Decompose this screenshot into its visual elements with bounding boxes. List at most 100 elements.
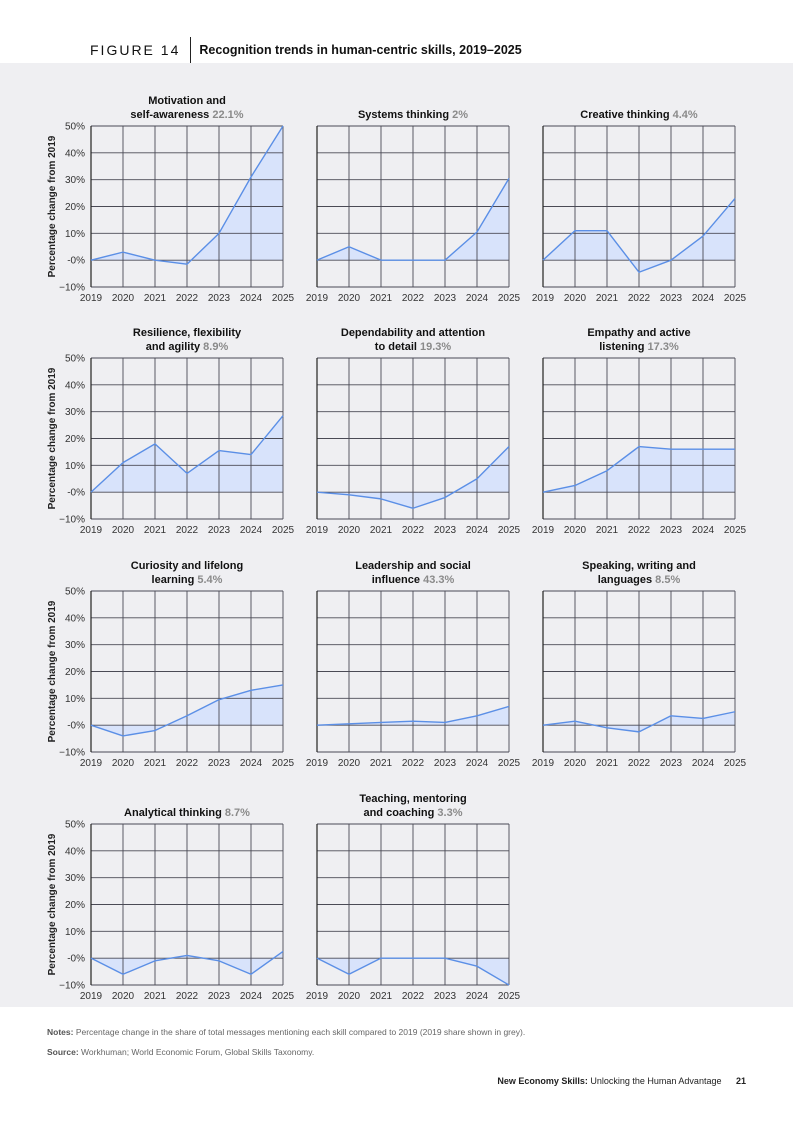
y-tick-label: −10% [59,981,85,992]
y-tick-label: 50% [65,587,85,598]
x-tick-label: 2025 [272,293,295,304]
y-tick-label: 10% [65,461,85,472]
source-text: Workhuman; World Economic Forum, Global … [81,1047,315,1057]
x-tick-label: 2021 [596,758,619,769]
chart-title-line: learning 5.4% [152,574,223,586]
x-tick-label: 2025 [724,293,747,304]
chart-10: 2019 2020 2021 2022 2023 2024 2025 50% 40% 30% 20%… [47,807,295,1002]
x-tick-label: 2021 [596,525,619,536]
x-tick-label: 2024 [240,991,263,1002]
source-line: Source: Workhuman; World Economic Forum,… [47,1042,525,1062]
x-tick-label: 2019 [532,293,555,304]
notes-text: Percentage change in the share of total … [75,1027,526,1037]
area-fill [543,198,735,273]
figure-title: Recognition trends in human-centric skil… [199,43,522,57]
page-footer: New Economy Skills: Unlocking the Human … [497,1076,746,1086]
x-tick-label: 2019 [306,991,329,1002]
y-axis-title: Percentage change from 2019 [47,367,58,509]
notes-label: Notes: [47,1027,74,1037]
skill-share: 19.3% [417,341,451,353]
figure-header: FIGURE 14 Recognition trends in human-ce… [90,36,522,64]
y-tick-label: 40% [65,148,85,159]
skill-share: 43.3% [420,574,454,586]
area-fill [317,446,509,509]
chart-title-line: listening 17.3% [599,341,679,353]
y-tick-label: 20% [65,434,85,445]
x-tick-label: 2025 [272,991,295,1002]
x-tick-label: 2024 [466,293,489,304]
y-tick-label: 10% [65,927,85,938]
skill-share: 2% [449,109,468,121]
x-tick-label: 2021 [596,293,619,304]
y-tick-label: 40% [65,613,85,624]
y-tick-label: -0% [67,954,85,965]
x-tick-label: 2019 [532,758,555,769]
skill-share: 4.4% [670,109,698,121]
x-tick-label: 2022 [402,758,425,769]
x-tick-label: 2022 [402,991,425,1002]
skill-share: 3.3% [434,807,462,819]
chart-title-line: Systems thinking 2% [358,109,468,121]
x-tick-label: 2023 [660,525,683,536]
skill-share: 22.1% [209,109,243,121]
report-title-bold: New Economy Skills: [497,1076,588,1086]
y-tick-label: −10% [59,283,85,294]
x-tick-label: 2020 [338,525,361,536]
x-tick-label: 2022 [176,525,199,536]
x-tick-label: 2024 [466,758,489,769]
x-tick-label: 2020 [338,991,361,1002]
x-tick-label: 2025 [498,991,521,1002]
x-tick-label: 2023 [660,293,683,304]
chart-8: 2019 2020 2021 2022 2023 2024 2025 Leadership a… [306,560,521,769]
figure-notes: Notes: Percentage change in the share of… [47,1022,525,1062]
x-tick-label: 2022 [402,293,425,304]
chart-1: 2019 2020 2021 2022 2023 2024 2025 50% 40% 30% 20%… [47,95,295,304]
x-tick-label: 2020 [564,293,587,304]
chart-title-line: Motivation and [148,95,226,107]
x-tick-label: 2021 [370,525,393,536]
area-fill [91,415,283,493]
x-tick-label: 2024 [692,293,715,304]
x-tick-label: 2022 [628,525,651,536]
header-divider [190,37,192,63]
x-tick-label: 2025 [724,758,747,769]
y-tick-label: -0% [67,488,85,499]
x-tick-label: 2022 [176,758,199,769]
source-label: Source: [47,1047,79,1057]
x-tick-label: 2025 [498,293,521,304]
x-tick-label: 2024 [240,525,263,536]
page-number: 21 [735,1076,746,1086]
x-tick-label: 2021 [144,525,167,536]
x-tick-label: 2022 [176,991,199,1002]
y-tick-label: −10% [59,515,85,526]
x-tick-label: 2023 [434,293,457,304]
x-tick-label: 2020 [112,525,135,536]
x-tick-label: 2024 [466,525,489,536]
area-fill [91,126,283,265]
chart-title-line: Analytical thinking 8.7% [124,807,250,819]
x-tick-label: 2021 [144,293,167,304]
y-tick-label: 50% [65,354,85,365]
x-tick-label: 2025 [498,525,521,536]
chart-title-line: Leadership and social [355,560,471,572]
chart-title-line: languages 8.5% [598,574,681,586]
y-tick-label: 10% [65,229,85,240]
chart-title-line: Teaching, mentoring [359,793,466,805]
chart-title-line: influence 43.3% [372,574,455,586]
figure-label: FIGURE 14 [90,42,181,58]
chart-4: 2019 2020 2021 2022 2023 2024 2025 50% 40% 30% 20%… [47,327,295,536]
chart-title-line: Curiosity and lifelong [131,560,243,572]
x-tick-label: 2025 [272,525,295,536]
chart-6: 2019 2020 2021 2022 2023 2024 2025 Empathy and … [532,327,747,536]
x-tick-label: 2019 [80,991,103,1002]
area-fill [91,684,283,736]
chart-5: 2019 2020 2021 2022 2023 2024 2025 Dependabilit… [306,327,521,536]
report-title-rest: Unlocking the Human Advantage [590,1076,722,1086]
x-tick-label: 2019 [532,525,555,536]
y-axis-title: Percentage change from 2019 [47,600,58,742]
x-tick-label: 2020 [112,293,135,304]
x-tick-label: 2023 [208,525,231,536]
x-tick-label: 2024 [466,991,489,1002]
y-tick-label: 30% [65,873,85,884]
chart-title-line: and agility 8.9% [146,341,229,353]
